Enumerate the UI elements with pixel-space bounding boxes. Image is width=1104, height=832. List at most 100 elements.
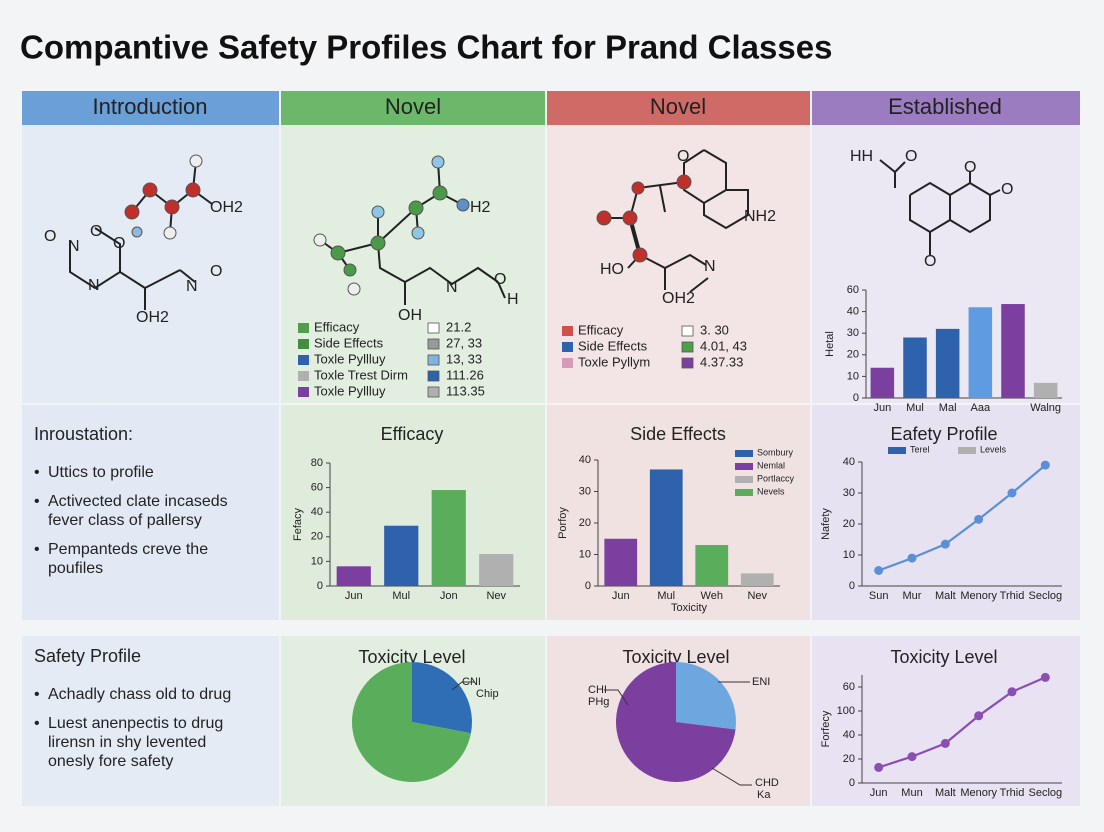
bullet-line: lirensn in shy levented xyxy=(48,734,207,751)
header: Novel xyxy=(385,94,441,119)
y-tick-label: 40 xyxy=(843,456,855,468)
legend-swatch xyxy=(427,338,440,350)
atom-label: O xyxy=(90,223,102,240)
chart-title: Eafety Profile xyxy=(890,424,997,444)
legend-label: Nevels xyxy=(757,486,785,496)
bullet: Achadly chass old to drug xyxy=(34,685,270,704)
legend-label: Nemlal xyxy=(757,460,785,470)
atoms xyxy=(124,154,203,240)
y-tick-label: 10 xyxy=(843,549,855,561)
legend-label: Side Effects xyxy=(578,338,648,353)
y-tick-label: 0 xyxy=(317,580,323,592)
x-tick-label: Sun xyxy=(869,590,889,602)
header-bar xyxy=(547,91,810,125)
legend-swatch xyxy=(888,447,906,454)
bullet-line: poufiles xyxy=(48,560,104,577)
bond xyxy=(377,242,499,286)
legend-label: Efficacy xyxy=(314,319,360,334)
marker xyxy=(1007,687,1017,697)
atom-label: N xyxy=(186,278,198,295)
atom-label: OH2 xyxy=(210,199,243,216)
x-tick-label: Weh xyxy=(701,590,723,602)
leader-line xyxy=(451,681,474,691)
bar xyxy=(1001,304,1025,398)
marker xyxy=(907,553,917,563)
y-tick-label: 60 xyxy=(843,681,855,693)
y-tick-label: 20 xyxy=(843,753,855,765)
leader-line xyxy=(711,767,752,786)
x-tick-label: Nev xyxy=(486,590,506,602)
atom-label: OH2 xyxy=(136,309,169,326)
atom-label: O xyxy=(924,253,936,270)
bar xyxy=(431,490,466,586)
y-tick-label: 0 xyxy=(853,392,859,404)
atom xyxy=(131,226,143,238)
atoms xyxy=(596,174,692,263)
bar xyxy=(1033,382,1058,398)
legend-swatch xyxy=(298,387,309,397)
x-tick-label: Trhid xyxy=(1000,787,1025,799)
pie-annotation: CHI xyxy=(588,684,607,696)
header-bar xyxy=(22,91,279,125)
atom xyxy=(632,247,648,263)
bond xyxy=(497,281,506,299)
marker xyxy=(874,762,884,772)
atom xyxy=(431,155,445,169)
y-tick-label: 0 xyxy=(585,580,591,592)
atom-label: O xyxy=(964,159,976,176)
legend-label: Sombury xyxy=(757,447,794,457)
panel xyxy=(812,636,1080,806)
atom-label: O xyxy=(113,235,125,252)
legend-label: Terel xyxy=(910,444,930,454)
legend-swatch xyxy=(562,342,573,352)
line xyxy=(878,464,1047,572)
x-tick-label: Walng xyxy=(1030,402,1061,414)
legend-swatch xyxy=(681,341,694,353)
legend-value: 111.26 xyxy=(446,367,484,382)
atom-label: HO xyxy=(600,261,624,278)
bullet-line: Achadly chass old to drug xyxy=(48,686,232,703)
atom-label: N xyxy=(68,238,80,255)
atom-label: O xyxy=(494,271,506,288)
y-tick-label: 0 xyxy=(849,777,855,789)
y-tick-label: 40 xyxy=(311,506,323,518)
bar xyxy=(479,554,514,586)
atom xyxy=(347,282,361,296)
atom xyxy=(185,182,201,198)
bullet: Luest anenpectis to drug lirensn in shy l… xyxy=(34,714,270,771)
bullet: Activected clate incaseds fever class of … xyxy=(34,492,270,530)
atom-label: O xyxy=(1001,181,1013,198)
y-tick-label: 10 xyxy=(579,548,591,560)
bond xyxy=(659,185,666,213)
legend-swatch xyxy=(958,447,976,454)
bond xyxy=(604,181,685,219)
bond xyxy=(69,227,121,290)
y-tick-label: 40 xyxy=(579,454,591,466)
leader-line xyxy=(604,689,629,706)
atom xyxy=(164,199,180,215)
y-tick-label: 30 xyxy=(843,487,855,499)
legend-value: 27, 33 xyxy=(446,335,482,350)
marker xyxy=(874,566,884,575)
legend-swatch xyxy=(562,326,573,336)
marker xyxy=(974,711,984,721)
y-tick-label: 30 xyxy=(579,485,591,497)
x-tick-label: Aaa xyxy=(971,402,991,414)
legend-value: 3. 30 xyxy=(700,322,729,337)
bond xyxy=(989,189,1001,196)
atom xyxy=(124,204,140,220)
legend-label: Levels xyxy=(980,444,1007,454)
legend-swatch xyxy=(735,463,753,470)
atom-label: N xyxy=(446,279,458,296)
atoms xyxy=(313,155,470,296)
panel xyxy=(281,125,545,403)
legend-swatch xyxy=(681,325,694,337)
atom-label: OH xyxy=(398,307,422,324)
legend-swatch xyxy=(735,489,753,496)
chart-title: Toxicity Level xyxy=(358,647,465,667)
x-tick-label: Malt xyxy=(935,590,956,602)
page-title: Compantive Safety Profiles Chart for Pra… xyxy=(20,29,832,66)
chart-title: Toxicity Level xyxy=(890,647,997,667)
atom xyxy=(622,210,638,226)
legend-value: 113.35 xyxy=(446,383,485,398)
